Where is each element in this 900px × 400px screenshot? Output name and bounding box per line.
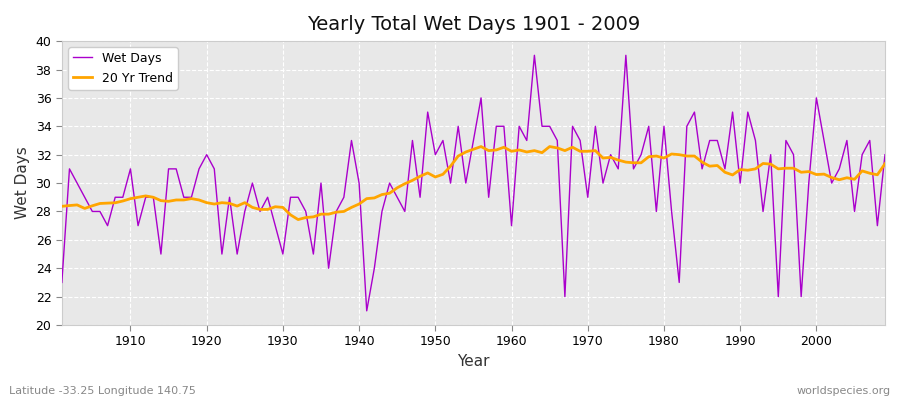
Wet Days [613,166,624,171]
Line: Wet Days: Wet Days [62,55,885,311]
Wet Days [361,308,372,313]
Wet Days [506,223,517,228]
Title: Yearly Total Wet Days 1901 - 2009: Yearly Total Wet Days 1901 - 2009 [307,15,640,34]
Legend: Wet Days, 20 Yr Trend: Wet Days, 20 Yr Trend [68,47,178,90]
X-axis label: Year: Year [457,354,490,369]
Wet Days [117,195,128,200]
20 Yr Trend [475,144,486,149]
20 Yr Trend [879,161,890,166]
Wet Days [529,53,540,58]
Wet Days [331,209,342,214]
Wet Days [514,124,525,129]
20 Yr Trend [117,199,128,204]
20 Yr Trend [338,209,349,214]
20 Yr Trend [57,204,68,209]
Text: Latitude -33.25 Longitude 140.75: Latitude -33.25 Longitude 140.75 [9,386,196,396]
Wet Days [285,195,296,200]
20 Yr Trend [514,148,525,152]
Wet Days [57,280,68,285]
Wet Days [879,152,890,157]
20 Yr Trend [613,158,624,162]
Y-axis label: Wet Days: Wet Days [15,147,30,220]
20 Yr Trend [521,150,532,154]
20 Yr Trend [292,217,303,222]
Line: 20 Yr Trend: 20 Yr Trend [62,146,885,220]
20 Yr Trend [285,212,296,217]
Text: worldspecies.org: worldspecies.org [796,386,891,396]
